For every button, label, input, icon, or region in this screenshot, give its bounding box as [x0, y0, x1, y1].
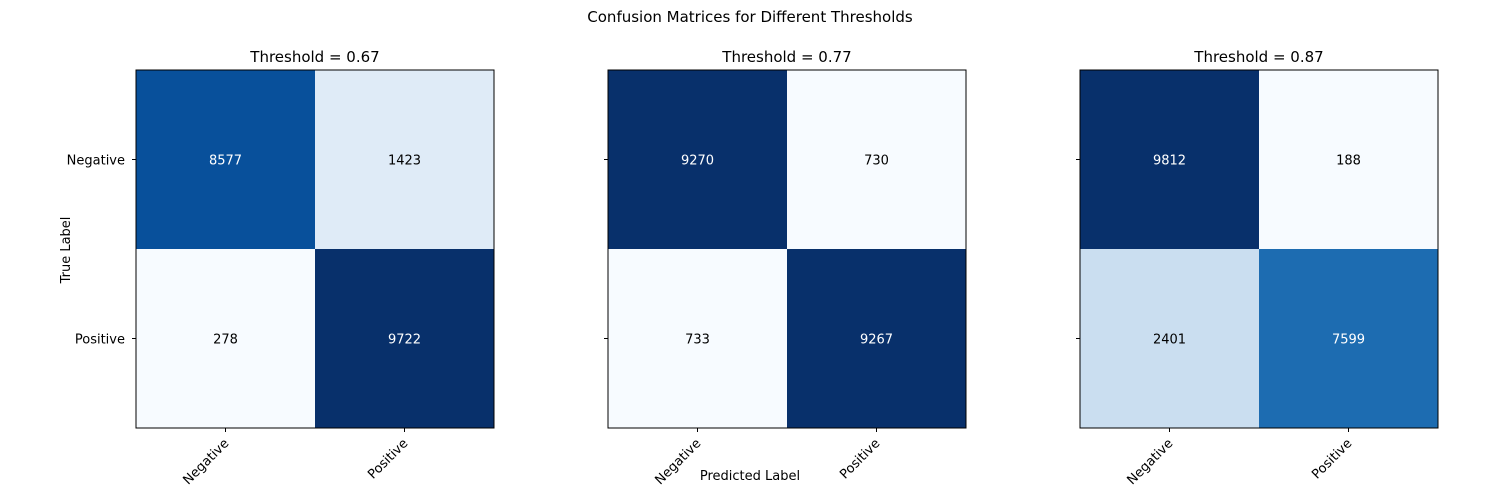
- heatmap-cell: [315, 249, 494, 428]
- heatmap-cell: [608, 249, 787, 428]
- heatmap-cell: [136, 249, 315, 428]
- heatmap-cell: [787, 249, 966, 428]
- cell-value-label: 733: [685, 333, 710, 348]
- cell-value-label: 730: [864, 154, 889, 169]
- figure-title: Confusion Matrices for Different Thresho…: [587, 8, 913, 26]
- panel-title: Threshold = 0.87: [1193, 48, 1323, 66]
- y-tick-label: Positive: [75, 333, 125, 348]
- cell-value-label: 278: [213, 333, 238, 348]
- axes-frame: [607, 69, 967, 429]
- cell-value-label: 9812: [1153, 154, 1186, 169]
- cell-value-label: 1423: [388, 154, 421, 169]
- heatmap-cell: [1080, 70, 1259, 249]
- heatmap-cell: [608, 70, 787, 249]
- y-axis-label: True Label: [59, 217, 74, 285]
- cell-value-label: 7599: [1332, 333, 1365, 348]
- x-axis-label: Predicted Label: [700, 469, 800, 484]
- cell-value-label: 188: [1336, 154, 1361, 169]
- heatmap-cell: [315, 70, 494, 249]
- cell-value-label: 9270: [681, 154, 714, 169]
- heatmap-cell: [136, 70, 315, 249]
- cell-value-label: 9722: [388, 333, 421, 348]
- cell-value-label: 8577: [209, 154, 242, 169]
- axes-frame: [135, 69, 495, 429]
- heatmap-panel: 8577 1423 278 9722 Threshold = 0.67 Negative P…: [67, 48, 495, 488]
- heatmap-cell: [787, 70, 966, 249]
- heatmap-panels: 8577 1423 278 9722 Threshold = 0.67 Negative P…: [67, 48, 1439, 488]
- cell-value-label: 2401: [1153, 333, 1186, 348]
- cell-value-label: 9267: [860, 333, 893, 348]
- heatmap-cell: [1259, 70, 1438, 249]
- heatmap-cell: [1080, 249, 1259, 428]
- y-tick-label: Negative: [67, 154, 125, 169]
- panel-title: Threshold = 0.67: [249, 48, 379, 66]
- axes-frame: [1079, 69, 1439, 429]
- heatmap-cell: [1259, 249, 1438, 428]
- panel-title: Threshold = 0.77: [721, 48, 851, 66]
